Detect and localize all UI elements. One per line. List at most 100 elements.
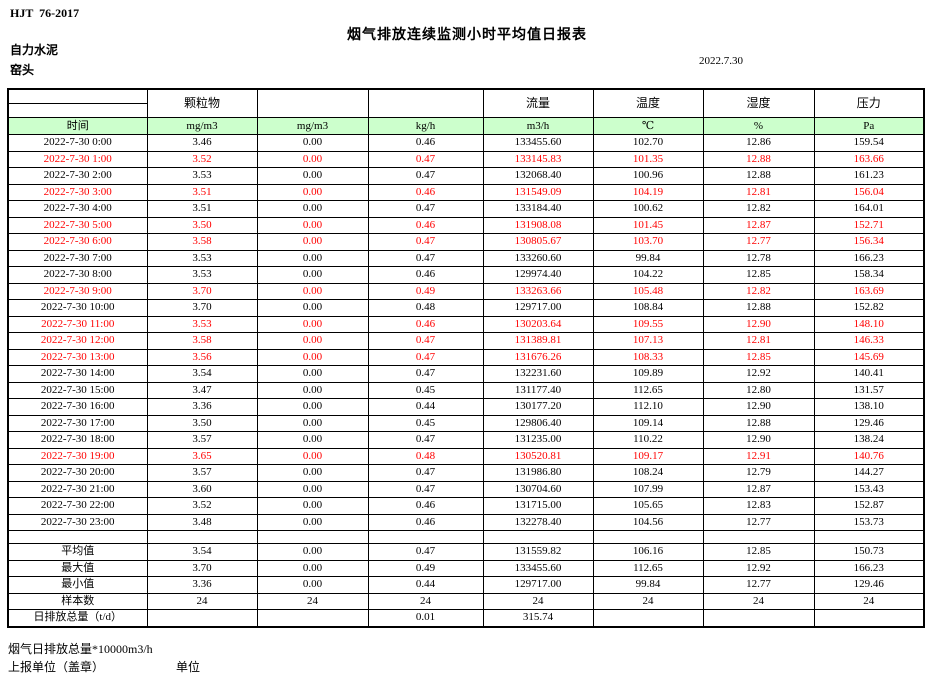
- value-cell: 104.56: [592, 513, 704, 531]
- value-cell: 0.00: [256, 497, 369, 515]
- value-cell: 0.46: [367, 216, 484, 234]
- summary-row: 样本数 24 24 24 24 24 24 24: [7, 592, 925, 610]
- value-cell: 0.00: [256, 464, 369, 482]
- value-cell: 0.46: [367, 497, 484, 515]
- value-cell: 0.00: [256, 266, 369, 284]
- time-cell: 2022-7-30 3:00: [7, 183, 148, 201]
- param-header-blank-1: [256, 88, 369, 118]
- value-cell: 166.23: [813, 249, 925, 267]
- station-name: 窑头: [10, 63, 35, 77]
- value-cell: 112.65: [592, 381, 704, 399]
- value-cell: 0.00: [256, 167, 369, 185]
- value-cell: 131986.80: [482, 464, 594, 482]
- value-cell: 3.52: [146, 497, 258, 515]
- company-name: 自力水泥: [10, 43, 59, 57]
- summary-value-cell: 3.54: [146, 543, 258, 561]
- summary-value-cell: 24: [256, 592, 369, 610]
- value-cell: 108.84: [592, 299, 704, 317]
- value-cell: 3.70: [146, 282, 258, 300]
- summary-value-cell: 0.47: [367, 543, 484, 561]
- summary-label-cell: 平均值: [7, 543, 148, 561]
- parameter-header-row: 颗粒物 流量 温度 湿度 压力: [7, 88, 925, 118]
- value-cell: 107.13: [592, 332, 704, 350]
- value-cell: 3.52: [146, 150, 258, 168]
- value-cell: 12.83: [702, 497, 815, 515]
- value-cell: 102.70: [592, 134, 704, 152]
- summary-value-cell: 3.70: [146, 559, 258, 577]
- value-cell: 0.47: [367, 150, 484, 168]
- time-cell: 2022-7-30 9:00: [7, 282, 148, 300]
- value-cell: 12.85: [702, 348, 815, 366]
- value-cell: 0.46: [367, 134, 484, 152]
- time-cell: 2022-7-30 15:00: [7, 381, 148, 399]
- value-cell: 133263.66: [482, 282, 594, 300]
- value-cell: 163.69: [813, 282, 925, 300]
- time-cell: 2022-7-30 8:00: [7, 266, 148, 284]
- value-cell: 107.99: [592, 480, 704, 498]
- value-cell: 12.92: [702, 365, 815, 383]
- value-cell: 152.71: [813, 216, 925, 234]
- value-cell: 0.45: [367, 414, 484, 432]
- value-cell: 0.44: [367, 398, 484, 416]
- time-cell: 2022-7-30 23:00: [7, 513, 148, 531]
- value-cell: 144.27: [813, 464, 925, 482]
- value-cell: 130177.20: [482, 398, 594, 416]
- value-cell: 12.78: [702, 249, 815, 267]
- value-cell: 3.56: [146, 348, 258, 366]
- time-header-top-cell: [7, 88, 148, 104]
- time-cell: 2022-7-30 20:00: [7, 464, 148, 482]
- time-cell: 2022-7-30 6:00: [7, 233, 148, 251]
- summary-value-cell: 24: [146, 592, 258, 610]
- value-cell: 101.35: [592, 150, 704, 168]
- value-cell: 140.41: [813, 365, 925, 383]
- table-row: 2022-7-30 15:00 3.47 0.00 0.45 131177.40 112.…: [7, 381, 925, 399]
- value-cell: 0.46: [367, 266, 484, 284]
- summary-value-cell: [813, 609, 925, 627]
- value-cell: 0.00: [256, 315, 369, 333]
- value-cell: 0.00: [256, 480, 369, 498]
- value-cell: 0.47: [367, 365, 484, 383]
- time-cell: 2022-7-30 1:00: [7, 150, 148, 168]
- value-cell: 131.57: [813, 381, 925, 399]
- value-cell: 109.17: [592, 447, 704, 465]
- value-cell: 109.14: [592, 414, 704, 432]
- value-cell: 104.22: [592, 266, 704, 284]
- time-header-bottom-cell: [7, 103, 148, 118]
- value-cell: 3.53: [146, 266, 258, 284]
- value-cell: 131715.00: [482, 497, 594, 515]
- summary-row: 最大值 3.70 0.00 0.49 133455.60 112.65 12.92 166.2…: [7, 559, 925, 577]
- value-cell: 0.00: [256, 299, 369, 317]
- summary-value-cell: 106.16: [592, 543, 704, 561]
- summary-value-cell: 12.85: [702, 543, 815, 561]
- summary-value-cell: 24: [813, 592, 925, 610]
- value-cell: 12.88: [702, 414, 815, 432]
- summary-value-cell: 0.44: [367, 576, 484, 594]
- value-cell: 99.84: [592, 249, 704, 267]
- standard-code: HJT 76-2017: [10, 6, 80, 20]
- value-cell: 0.00: [256, 282, 369, 300]
- value-cell: 130520.81: [482, 447, 594, 465]
- table-row: 2022-7-30 2:00 3.53 0.00 0.47 132068.40 100.9…: [7, 167, 925, 185]
- table-row: 2022-7-30 0:00 3.46 0.00 0.46 133455.60 102.7…: [7, 134, 925, 152]
- value-cell: 0.47: [367, 249, 484, 267]
- time-cell: 2022-7-30 19:00: [7, 447, 148, 465]
- summary-label-cell: 样本数: [7, 592, 148, 610]
- value-cell: 132278.40: [482, 513, 594, 531]
- value-cell: 0.00: [256, 216, 369, 234]
- unit-header-pa: Pa: [813, 117, 925, 135]
- value-cell: 129.46: [813, 414, 925, 432]
- value-cell: 131177.40: [482, 381, 594, 399]
- time-cell: 2022-7-30 17:00: [7, 414, 148, 432]
- unit-header-m3h: m3/h: [482, 117, 594, 135]
- table-row: 2022-7-30 13:00 3.56 0.00 0.47 131676.26 108.…: [7, 348, 925, 366]
- value-cell: 132231.60: [482, 365, 594, 383]
- value-cell: 0.47: [367, 348, 484, 366]
- summary-value-cell: 0.49: [367, 559, 484, 577]
- summary-label-cell: 日排放总量（t/d）: [7, 609, 148, 627]
- value-cell: 0.00: [256, 150, 369, 168]
- value-cell: 0.00: [256, 381, 369, 399]
- time-cell: 2022-7-30 7:00: [7, 249, 148, 267]
- value-cell: 0.46: [367, 315, 484, 333]
- value-cell: 12.79: [702, 464, 815, 482]
- value-cell: 0.47: [367, 332, 484, 350]
